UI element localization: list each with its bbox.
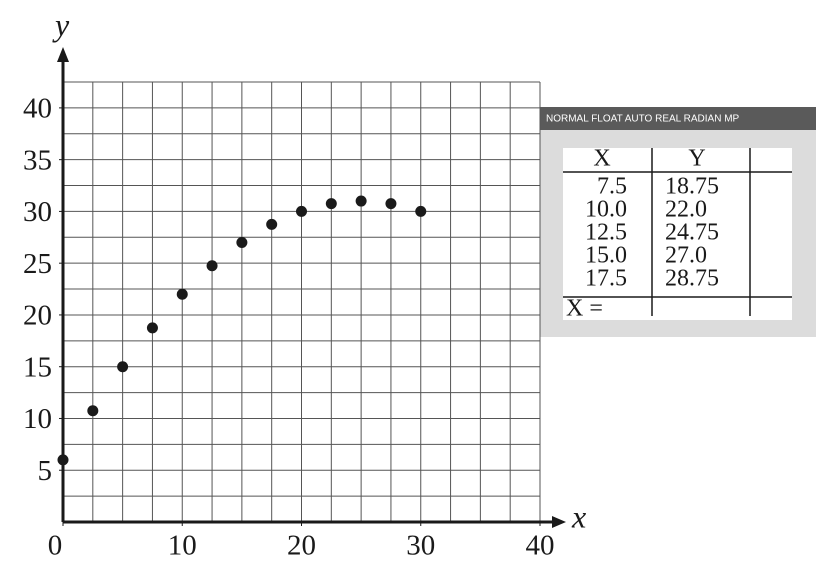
table-cell: 12.5 bbox=[585, 220, 627, 246]
x-tick-label: 30 bbox=[406, 530, 435, 562]
table-cell: 24.75 bbox=[665, 220, 719, 246]
calc-table bbox=[563, 148, 792, 320]
table-cell: 18.75 bbox=[665, 174, 719, 200]
y-axis-arrow bbox=[57, 47, 69, 62]
y-tick-label: 35 bbox=[23, 144, 52, 176]
x-tick-label: 0 bbox=[48, 530, 63, 562]
point bbox=[57, 454, 69, 466]
point bbox=[266, 218, 278, 230]
table-cell: 22.0 bbox=[665, 197, 707, 223]
table-lines bbox=[563, 148, 792, 316]
point bbox=[206, 260, 218, 272]
y-tick-label: 40 bbox=[23, 93, 52, 125]
point bbox=[117, 361, 129, 373]
status-text: NORMAL FLOAT AUTO REAL RADIAN MP bbox=[546, 114, 740, 125]
point bbox=[325, 198, 337, 210]
y-tick-label: 10 bbox=[23, 403, 52, 435]
x-tick-label: 40 bbox=[526, 530, 555, 562]
calc-status-bar bbox=[540, 107, 816, 130]
point bbox=[146, 322, 158, 334]
table-cell: 28.75 bbox=[665, 266, 719, 292]
x-axis-arrow bbox=[552, 516, 566, 528]
table-cell: 10.0 bbox=[585, 197, 627, 223]
column-header: Y bbox=[688, 146, 705, 172]
y-tick-label: 15 bbox=[23, 351, 52, 383]
y-tick-label: 25 bbox=[23, 248, 52, 280]
table-cell: 27.0 bbox=[665, 243, 707, 269]
y-tick-label: 5 bbox=[38, 455, 53, 487]
point bbox=[415, 205, 427, 217]
table-cell: 7.5 bbox=[597, 174, 627, 200]
point bbox=[176, 288, 188, 300]
point bbox=[296, 205, 307, 217]
y-axis-label: y bbox=[52, 6, 70, 42]
x-tick-label: 10 bbox=[168, 530, 197, 562]
point bbox=[87, 405, 99, 417]
point bbox=[385, 198, 397, 210]
y-tick-label: 20 bbox=[23, 300, 52, 332]
table-footer: X = bbox=[566, 296, 603, 322]
x-axis-label: x bbox=[571, 498, 586, 534]
point bbox=[236, 236, 248, 248]
table-cell: 15.0 bbox=[585, 243, 627, 269]
table-cell: 17.5 bbox=[585, 266, 627, 292]
column-header: X bbox=[593, 146, 610, 172]
point bbox=[355, 195, 367, 207]
x-tick-label: 20 bbox=[287, 530, 316, 562]
y-tick-label: 30 bbox=[23, 196, 52, 228]
